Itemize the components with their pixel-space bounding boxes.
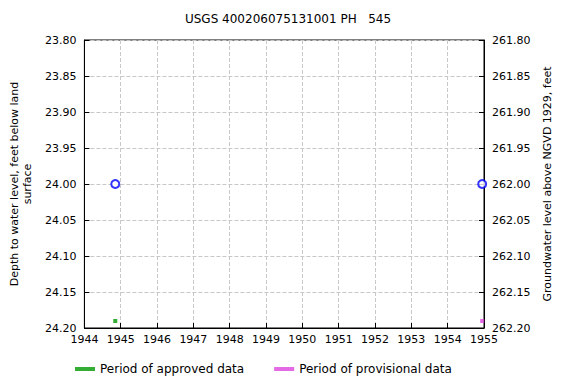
svg-text:262.20: 262.20	[492, 321, 531, 335]
svg-text:Depth to water level, feet bel: Depth to water level, feet below land	[8, 82, 21, 287]
svg-text:23.90: 23.90	[45, 106, 77, 119]
svg-text:Groundwater level above NGVD 1: Groundwater level above NGVD 1929, feet	[541, 66, 554, 302]
svg-text:24.10: 24.10	[45, 250, 77, 263]
svg-text:Period of provisional data: Period of provisional data	[299, 362, 452, 376]
svg-text:23.85: 23.85	[45, 70, 77, 83]
svg-text:23.80: 23.80	[45, 34, 77, 47]
svg-text:262.15: 262.15	[492, 286, 531, 299]
svg-text:261.90: 261.90	[492, 106, 531, 119]
svg-text:261.80: 261.80	[492, 34, 531, 47]
svg-text:1950: 1950	[288, 333, 316, 346]
svg-text:1955: 1955	[470, 333, 498, 346]
svg-text:24.00: 24.00	[45, 178, 77, 191]
svg-text:1944: 1944	[70, 333, 98, 346]
svg-text:1954: 1954	[434, 333, 462, 346]
svg-text:1946: 1946	[143, 333, 171, 346]
svg-text:1949: 1949	[252, 333, 280, 346]
svg-text:Period of approved data: Period of approved data	[100, 362, 244, 376]
svg-text:261.85: 261.85	[492, 70, 531, 83]
svg-text:23.95: 23.95	[45, 142, 77, 155]
svg-text:261.95: 261.95	[492, 142, 531, 155]
svg-text:24.05: 24.05	[45, 214, 77, 227]
svg-text:262.10: 262.10	[492, 250, 531, 263]
svg-text:24.15: 24.15	[45, 286, 77, 299]
svg-text:1952: 1952	[361, 333, 389, 346]
svg-text:surface: surface	[21, 163, 34, 204]
svg-text:24.20: 24.20	[44, 321, 77, 335]
svg-text:262.05: 262.05	[492, 214, 531, 227]
svg-text:1951: 1951	[325, 333, 353, 346]
svg-text:USGS 400206075131001 PH 545: USGS 400206075131001 PH 545	[185, 12, 391, 26]
svg-text:1945: 1945	[107, 333, 135, 346]
svg-text:262.00: 262.00	[492, 178, 531, 191]
svg-text:1948: 1948	[216, 333, 244, 346]
svg-text:1953: 1953	[397, 333, 425, 346]
svg-text:1947: 1947	[179, 333, 207, 346]
